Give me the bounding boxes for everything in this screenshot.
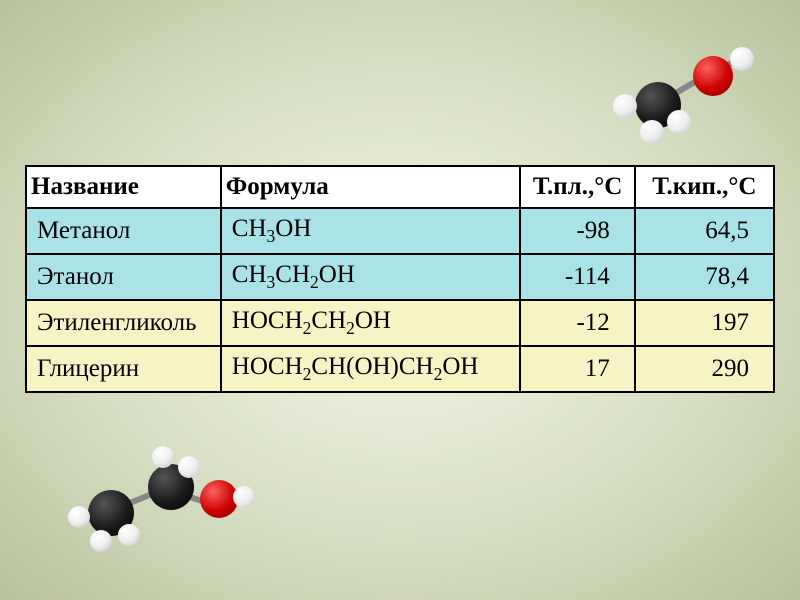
cell-tkip: 290 [635,346,774,392]
cell-tkip: 64,5 [635,208,774,254]
cell-formula: CH3CH2OH [221,254,521,300]
header-melting-point: Т.пл.,°С [520,166,634,208]
alcohol-properties-table: Название Формула Т.пл.,°С Т.кип.,°С Мета… [25,165,775,393]
table-row: Этиленгликоль HOCH2CH2OH -12 197 [26,300,774,346]
table-header-row: Название Формула Т.пл.,°С Т.кип.,°С [26,166,774,208]
cell-tkip: 197 [635,300,774,346]
cell-formula: HOCH2CH2OH [221,300,521,346]
cell-name: Метанол [26,208,221,254]
cell-tkip: 78,4 [635,254,774,300]
cell-name: Глицерин [26,346,221,392]
header-name: Название [26,166,221,208]
cell-tpl: 17 [520,346,634,392]
header-boiling-point: Т.кип.,°С [635,166,774,208]
cell-tpl: -98 [520,208,634,254]
cell-tpl: -114 [520,254,634,300]
molecule-methanol-icon [595,20,765,150]
table-row: Этанол CH3CH2OH -114 78,4 [26,254,774,300]
cell-tpl: -12 [520,300,634,346]
cell-formula: CH3OH [221,208,521,254]
table-row: Метанол CH3OH -98 64,5 [26,208,774,254]
molecule-ethanol-icon [60,420,260,570]
table-row: Глицерин HOCH2CH(OH)CH2OH 17 290 [26,346,774,392]
cell-name: Этанол [26,254,221,300]
header-formula: Формула [221,166,521,208]
cell-formula: HOCH2CH(OH)CH2OH [221,346,521,392]
cell-name: Этиленгликоль [26,300,221,346]
